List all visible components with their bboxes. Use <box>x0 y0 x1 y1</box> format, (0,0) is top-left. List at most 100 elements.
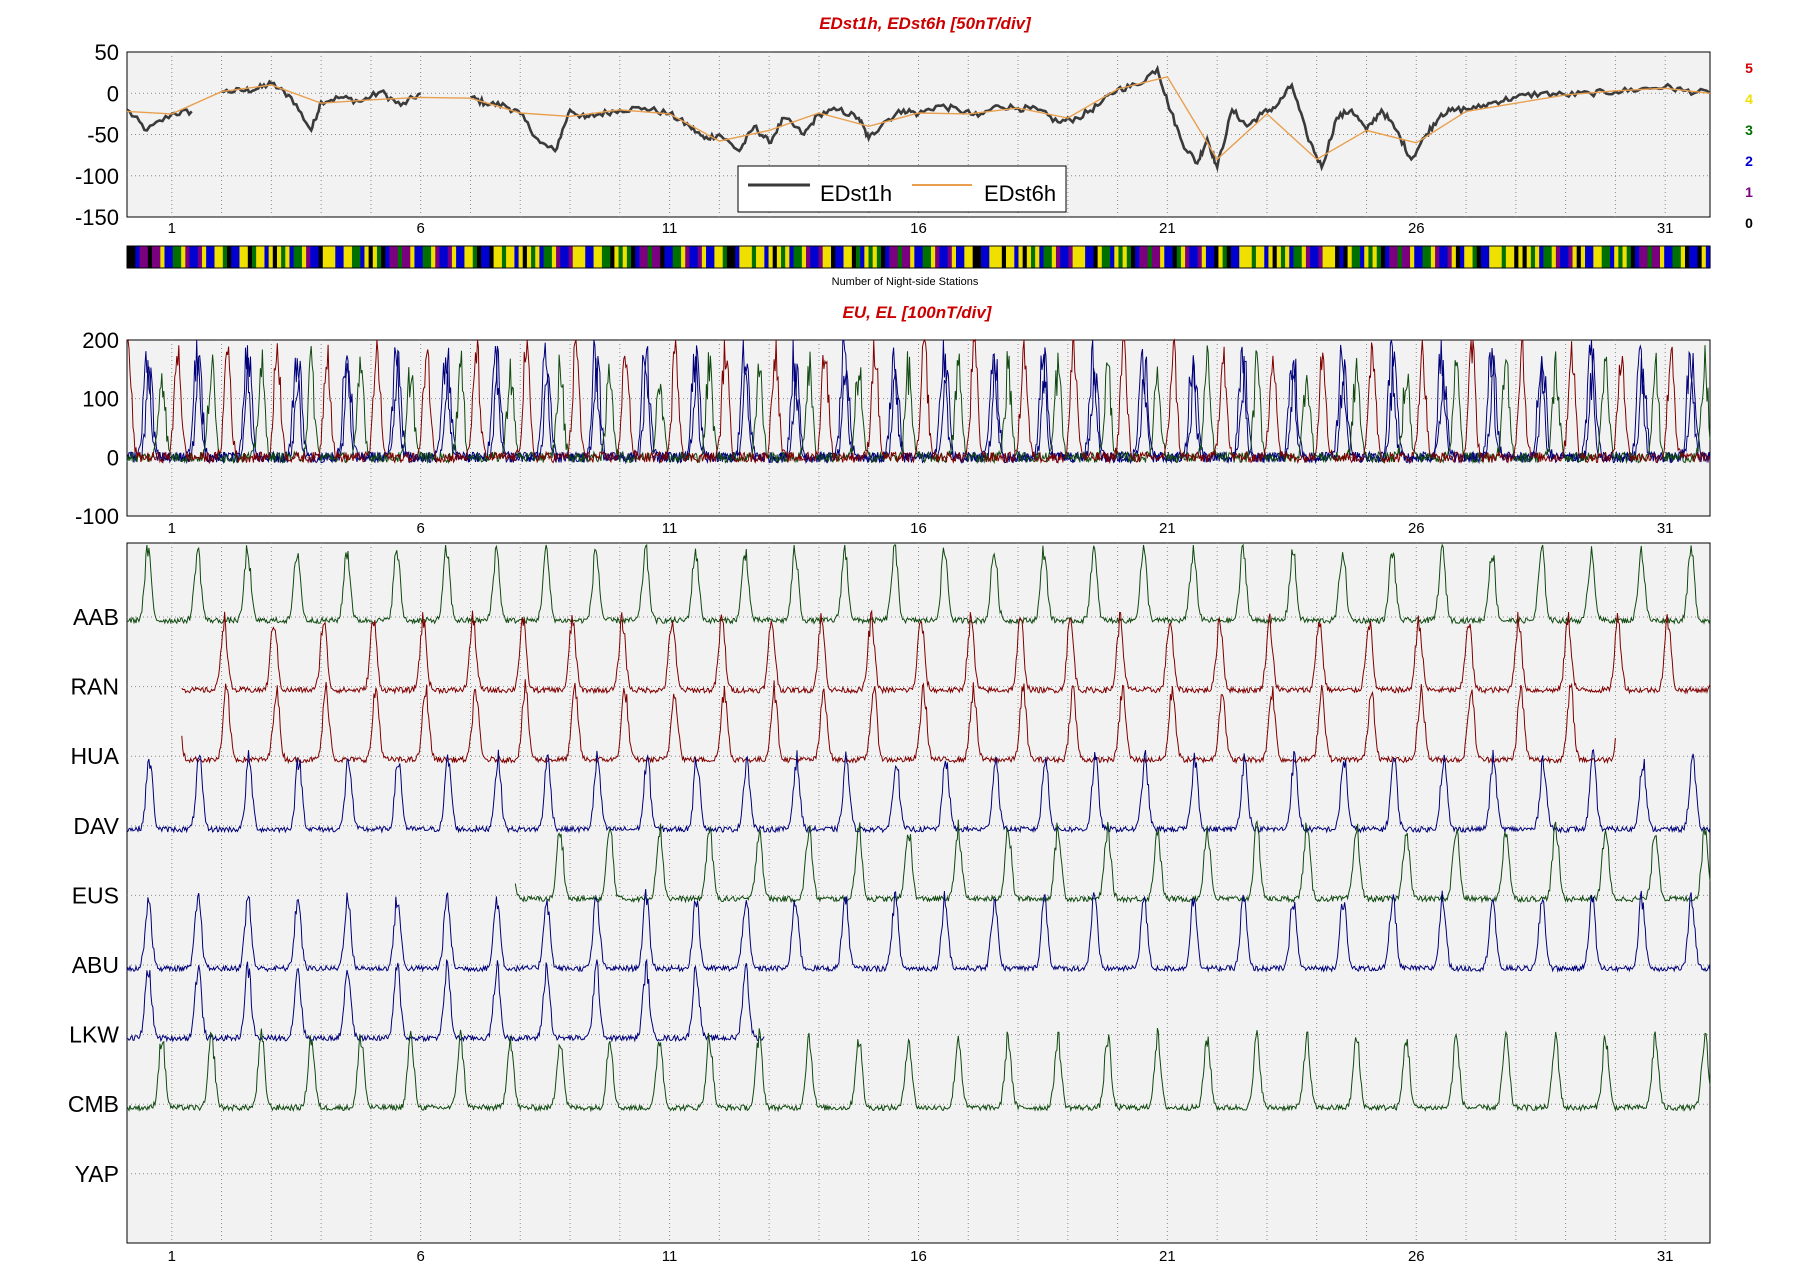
count-cell <box>1651 246 1657 268</box>
count-cell <box>789 246 795 268</box>
count-cell <box>1243 246 1249 268</box>
count-cell <box>1680 246 1686 268</box>
count-cell <box>785 246 790 268</box>
count-cell <box>1360 246 1365 268</box>
count-cell <box>918 246 924 268</box>
count-cell <box>1043 246 1049 268</box>
count-cell <box>426 246 432 268</box>
count-cell <box>422 246 428 268</box>
count-cell <box>1376 246 1382 268</box>
count-cell <box>1085 246 1090 268</box>
count-cell <box>914 246 920 268</box>
count-cell <box>472 246 478 268</box>
count-cell <box>589 246 595 268</box>
count-cell <box>1697 246 1703 268</box>
x-tick-label: 11 <box>662 520 678 537</box>
count-cell <box>1355 246 1361 268</box>
count-cell <box>1126 246 1132 268</box>
count-cell <box>285 246 291 268</box>
count-cell <box>1560 246 1565 268</box>
count-cell <box>1585 246 1590 268</box>
count-cell <box>293 246 299 268</box>
count-cell <box>831 246 836 268</box>
eu-el-x-ticks: 1 6 11 16 21 26 31 <box>168 520 1674 537</box>
count-cell <box>1676 246 1682 268</box>
count-cell <box>1318 246 1324 268</box>
count-cell <box>356 246 361 268</box>
count-cell <box>160 246 166 268</box>
count-cell <box>539 246 545 268</box>
count-cell <box>1247 246 1253 268</box>
dst-legend: EDst1h EDst6h <box>737 165 1067 213</box>
count-cell <box>739 246 745 268</box>
count-cell <box>176 246 182 268</box>
count-cell <box>1072 246 1078 268</box>
count-cell <box>476 246 482 268</box>
station-trace-ran <box>181 609 1711 695</box>
count-legend-4: 4 <box>1745 91 1753 107</box>
count-cell <box>1130 246 1136 268</box>
x-tick-label: 26 <box>1408 520 1425 537</box>
count-cell <box>955 246 961 268</box>
count-cell <box>1593 246 1599 268</box>
count-cell <box>701 246 707 268</box>
count-legend-1: 1 <box>1745 184 1753 200</box>
station-label-yap: YAP <box>75 1161 119 1187</box>
count-cell <box>389 246 395 268</box>
count-cell <box>1639 246 1644 268</box>
count-cell <box>576 246 582 268</box>
count-cell <box>885 246 890 268</box>
x-tick-label: 26 <box>1408 220 1425 237</box>
panel2-title: EU, EL [100nT/div] <box>843 303 993 322</box>
count-cell <box>660 246 665 268</box>
station-label-lkw: LKW <box>69 1022 119 1048</box>
count-cell <box>1664 246 1669 268</box>
count-cell <box>1047 246 1053 268</box>
count-cell <box>1535 246 1540 268</box>
count-cell <box>726 246 732 268</box>
count-cell <box>206 246 211 268</box>
count-cell <box>456 246 461 268</box>
y-tick-label: 50 <box>95 40 119 65</box>
count-cell <box>322 246 328 268</box>
count-cell <box>1564 246 1569 268</box>
count-cell <box>1601 246 1607 268</box>
count-cell <box>193 246 199 268</box>
count-cell <box>151 246 157 268</box>
count-cell <box>593 246 599 268</box>
count-cell <box>339 246 345 268</box>
count-cell <box>1276 246 1282 268</box>
count-cell <box>722 246 728 268</box>
count-cell <box>214 246 220 268</box>
count-legend-3: 3 <box>1745 122 1753 138</box>
count-cell <box>731 246 736 268</box>
count-cell <box>522 246 528 268</box>
count-cell <box>993 246 999 268</box>
count-cell <box>310 246 316 268</box>
count-cell <box>693 246 699 268</box>
count-cell <box>768 246 774 268</box>
station-label-ran: RAN <box>70 674 119 700</box>
count-cell <box>243 246 249 268</box>
count-cell <box>1335 246 1340 268</box>
count-cell <box>585 246 591 268</box>
y-tick-label: -100 <box>75 164 119 189</box>
count-cell <box>1201 246 1207 268</box>
count-cell <box>1439 246 1444 268</box>
count-cell <box>1110 246 1115 268</box>
count-cell <box>506 246 511 268</box>
count-cell <box>985 246 990 268</box>
count-cell <box>906 246 911 268</box>
count-cell <box>376 246 382 268</box>
count-cell <box>1097 246 1103 268</box>
count-cell <box>618 246 624 268</box>
count-cell <box>1030 246 1036 268</box>
count-cell <box>531 246 536 268</box>
count-cell <box>747 246 753 268</box>
eu-line-blue-b <box>126 345 1711 465</box>
x-tick-label: 31 <box>1657 220 1674 237</box>
count-cell <box>1426 246 1432 268</box>
count-cell <box>1235 246 1240 268</box>
count-cell <box>685 246 690 268</box>
